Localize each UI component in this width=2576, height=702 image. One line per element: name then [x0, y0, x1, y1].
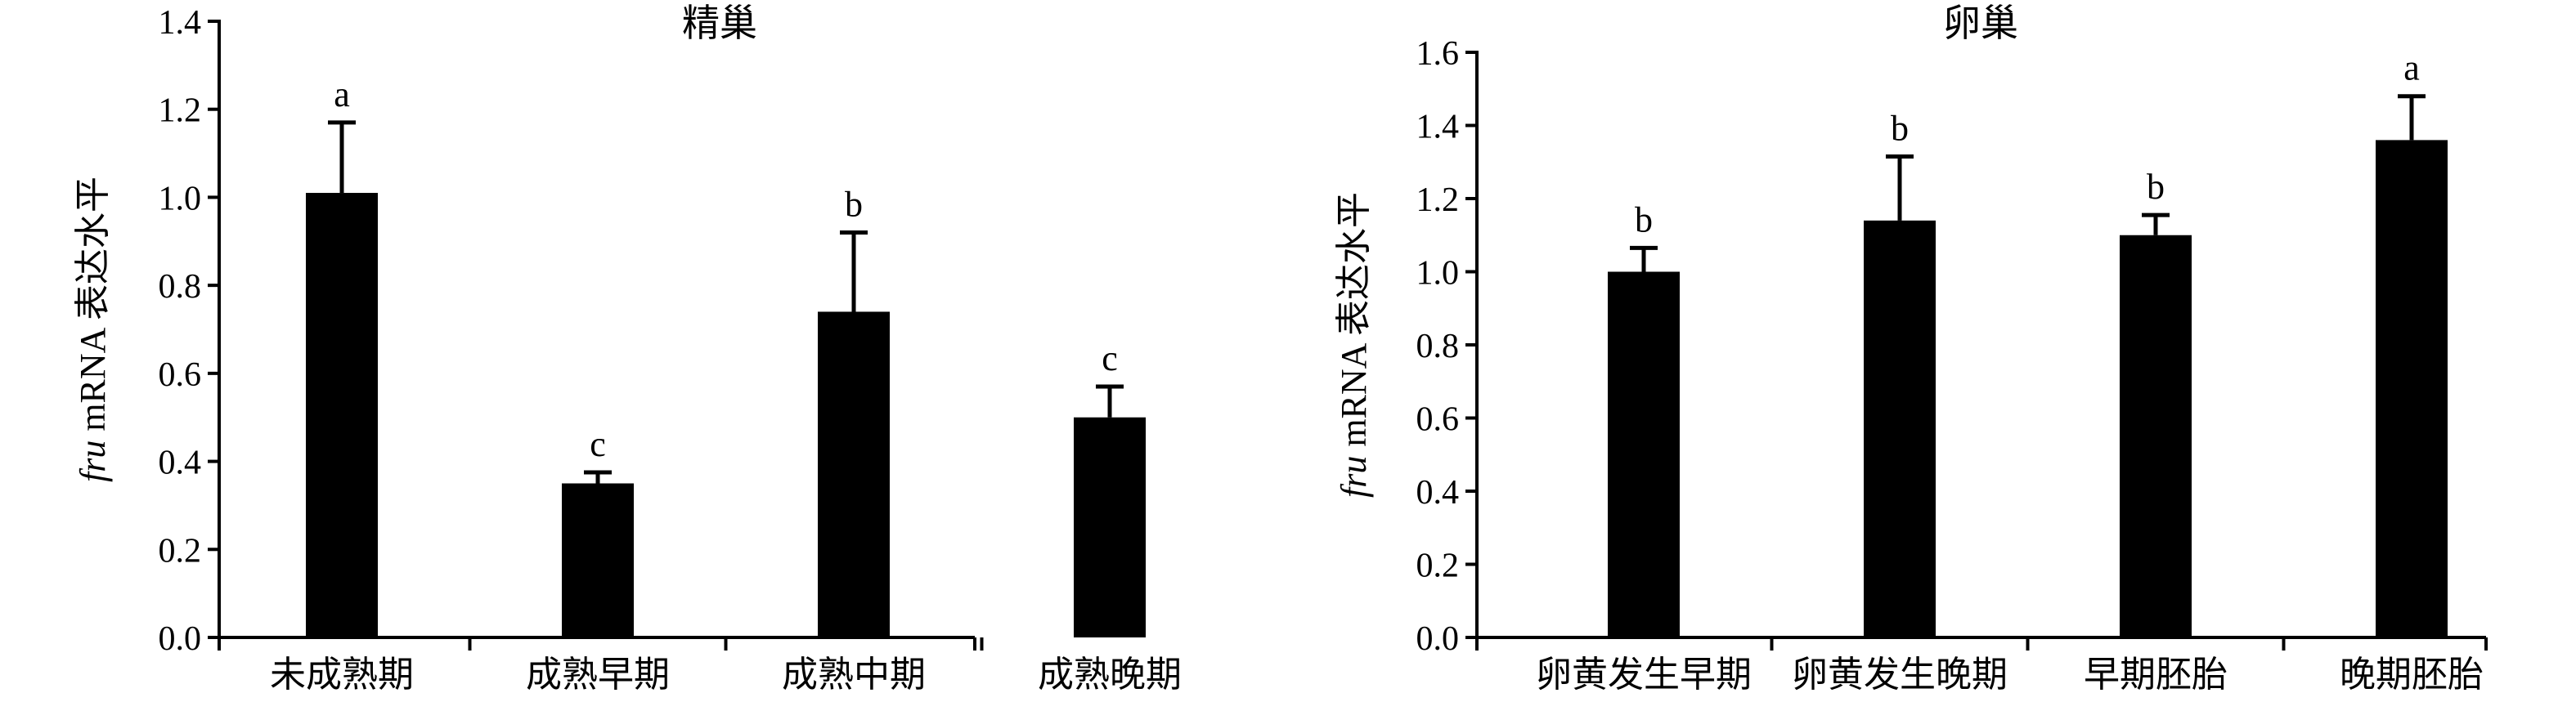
significance-label: c	[590, 424, 606, 464]
category-label: 晚期胚胎	[2340, 655, 2484, 695]
category-label: 卵黄发生晚期	[1792, 655, 2008, 695]
category-label: 早期胚胎	[2084, 655, 2228, 695]
y-tick-label: 1.4	[159, 4, 202, 42]
y-tick-label: 0.6	[1416, 401, 1460, 439]
bar	[1074, 417, 1146, 637]
category-label: 卵黄发生早期	[1536, 655, 1752, 695]
y-axis-label: fru mRNA 表达水平	[73, 177, 113, 482]
bar	[818, 311, 890, 637]
y-tick-label: 0.4	[159, 445, 202, 482]
y-axis-label: fru mRNA 表达水平	[1334, 192, 1374, 498]
chart-title: 卵巢	[1943, 2, 2018, 44]
y-tick-label: 1.6	[1416, 35, 1460, 73]
y-tick-label: 0.6	[159, 356, 202, 394]
chart-title: 精巢	[682, 2, 757, 44]
bar	[2120, 235, 2192, 637]
y-axis-label-rest: mRNA 表达水平	[1334, 192, 1374, 456]
y-tick-label: 1.2	[159, 92, 202, 130]
significance-label: b	[1635, 199, 1653, 239]
bar	[306, 193, 378, 638]
significance-label: b	[1891, 109, 1909, 149]
y-tick-label: 1.4	[1416, 109, 1460, 146]
significance-label: b	[2147, 167, 2165, 207]
y-tick-label: 0.4	[1416, 474, 1460, 512]
y-tick-label: 0.0	[1416, 620, 1460, 658]
significance-label: a	[2403, 48, 2420, 88]
bar	[1608, 271, 1680, 637]
category-label: 成熟早期	[526, 655, 670, 695]
significance-label: a	[334, 74, 350, 114]
chart-panel-2: 卵巢 0.0 0.2 0.4 0.6 0.8 1.0 1.2 1.4 1.6 b 卵黄发生早期 b 卵黄发…	[1334, 2, 2488, 695]
y-tick-label: 1.2	[1416, 181, 1460, 219]
y-tick-label: 0.2	[159, 532, 202, 570]
y-tick-label: 1.0	[1416, 255, 1460, 293]
bar	[562, 483, 634, 637]
y-axis-label-italic: fru	[73, 440, 113, 482]
y-tick-label: 0.2	[1416, 548, 1460, 585]
y-axis-label-rest: mRNA 表达水平	[73, 177, 113, 440]
y-tick-label: 0.0	[159, 620, 202, 658]
y-tick-label: 1.0	[159, 180, 202, 217]
significance-label: c	[1102, 338, 1118, 378]
category-label: 成熟晚期	[1038, 655, 1182, 695]
chart-panel-1: 精巢 0.0 0.2 0.4 0.6 0.8 1.0 1.2 1.4 a 未成熟期 c 成熟早期 b 成熟中…	[73, 2, 1182, 695]
y-tick-label: 0.8	[159, 268, 202, 306]
category-label: 未成熟期	[270, 655, 414, 695]
y-tick-label: 0.8	[1416, 328, 1460, 365]
significance-label: b	[845, 185, 863, 225]
bar	[2376, 140, 2448, 637]
y-axis-label-italic: fru	[1334, 456, 1374, 498]
category-label: 成熟中期	[782, 655, 926, 695]
bar	[1864, 220, 1936, 637]
